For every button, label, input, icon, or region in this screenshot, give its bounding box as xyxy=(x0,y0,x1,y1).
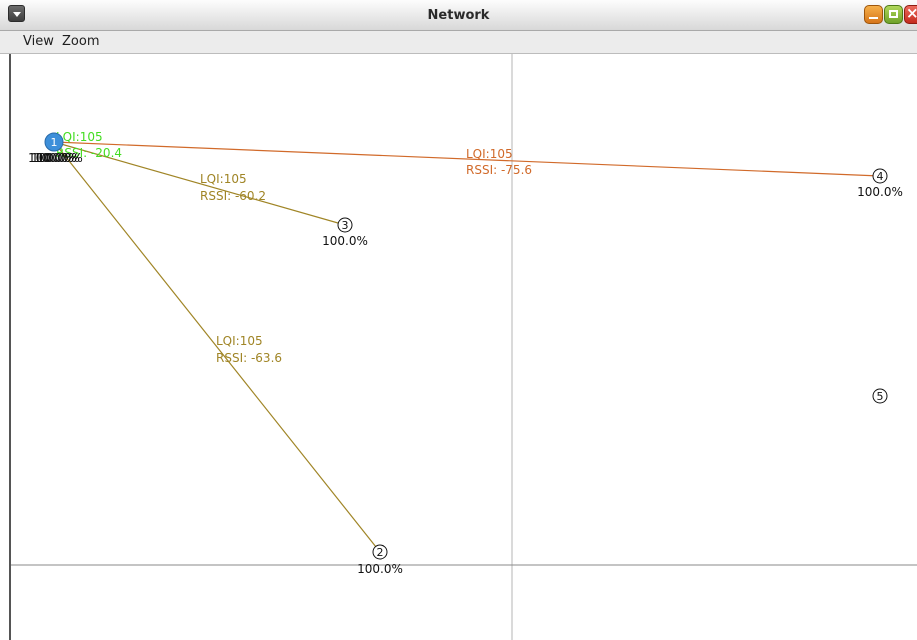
close-icon: × xyxy=(906,4,917,22)
link-label-rssi: RSSI: -75.6 xyxy=(466,163,532,177)
node-percent-label: 100.0% xyxy=(34,151,80,165)
link-label-lqi: LQI:105 xyxy=(466,147,513,161)
network-node[interactable]: 2 xyxy=(372,544,388,560)
minimize-icon xyxy=(869,17,878,19)
node-id: 1 xyxy=(51,136,58,149)
menu-zoom[interactable]: Zoom xyxy=(62,34,100,49)
link-1-2 xyxy=(53,141,381,553)
maximize-button[interactable] xyxy=(884,5,903,24)
link-label-lqi: LQI:105 xyxy=(56,130,103,144)
window-title: Network xyxy=(427,8,490,23)
node-percent-label: 100.0% xyxy=(357,562,403,576)
network-node[interactable]: 1 xyxy=(44,132,64,152)
node-percent-label: 100.0% xyxy=(322,234,368,248)
node-id: 5 xyxy=(877,390,884,403)
close-button[interactable]: × xyxy=(904,4,917,24)
canvas-left-edge xyxy=(9,54,11,640)
chevron-down-icon xyxy=(12,11,21,17)
minimize-button[interactable] xyxy=(864,5,883,24)
menu-view[interactable]: View xyxy=(23,34,54,49)
link-1-3 xyxy=(53,141,346,226)
window-menu-button[interactable] xyxy=(8,5,25,22)
link-label-rssi: RSSI: -20.4 xyxy=(56,146,122,160)
network-node[interactable]: 4 xyxy=(872,168,888,184)
title-bar[interactable]: Network × xyxy=(0,0,917,31)
node-id: 3 xyxy=(342,219,349,232)
node-percent-label: 100.0% xyxy=(31,151,77,165)
network-canvas[interactable]: LQI:105 RSSI: -63.6 LQI:105 RSSI: -60.2 … xyxy=(0,54,917,640)
link-label-lqi: LQI:105 xyxy=(200,172,247,186)
link-label-rssi: RSSI: -63.6 xyxy=(216,351,282,365)
node-percent-label: 100.0% xyxy=(28,151,74,165)
link-1-4 xyxy=(53,141,881,177)
node-id: 4 xyxy=(877,170,884,183)
node-percent-label: 100.0% xyxy=(857,185,903,199)
network-graph: LQI:105 RSSI: -63.6 LQI:105 RSSI: -60.2 … xyxy=(11,54,917,640)
node-id: 2 xyxy=(377,546,384,559)
maximize-icon xyxy=(889,10,898,18)
link-label-lqi: LQI:105 xyxy=(216,334,263,348)
network-node[interactable]: 3 xyxy=(337,217,353,233)
menu-bar: View Zoom xyxy=(0,31,917,54)
network-node[interactable]: 5 xyxy=(872,388,888,404)
node-percent-label: 100.0% xyxy=(37,151,83,165)
link-label-rssi: RSSI: -60.2 xyxy=(200,189,266,203)
